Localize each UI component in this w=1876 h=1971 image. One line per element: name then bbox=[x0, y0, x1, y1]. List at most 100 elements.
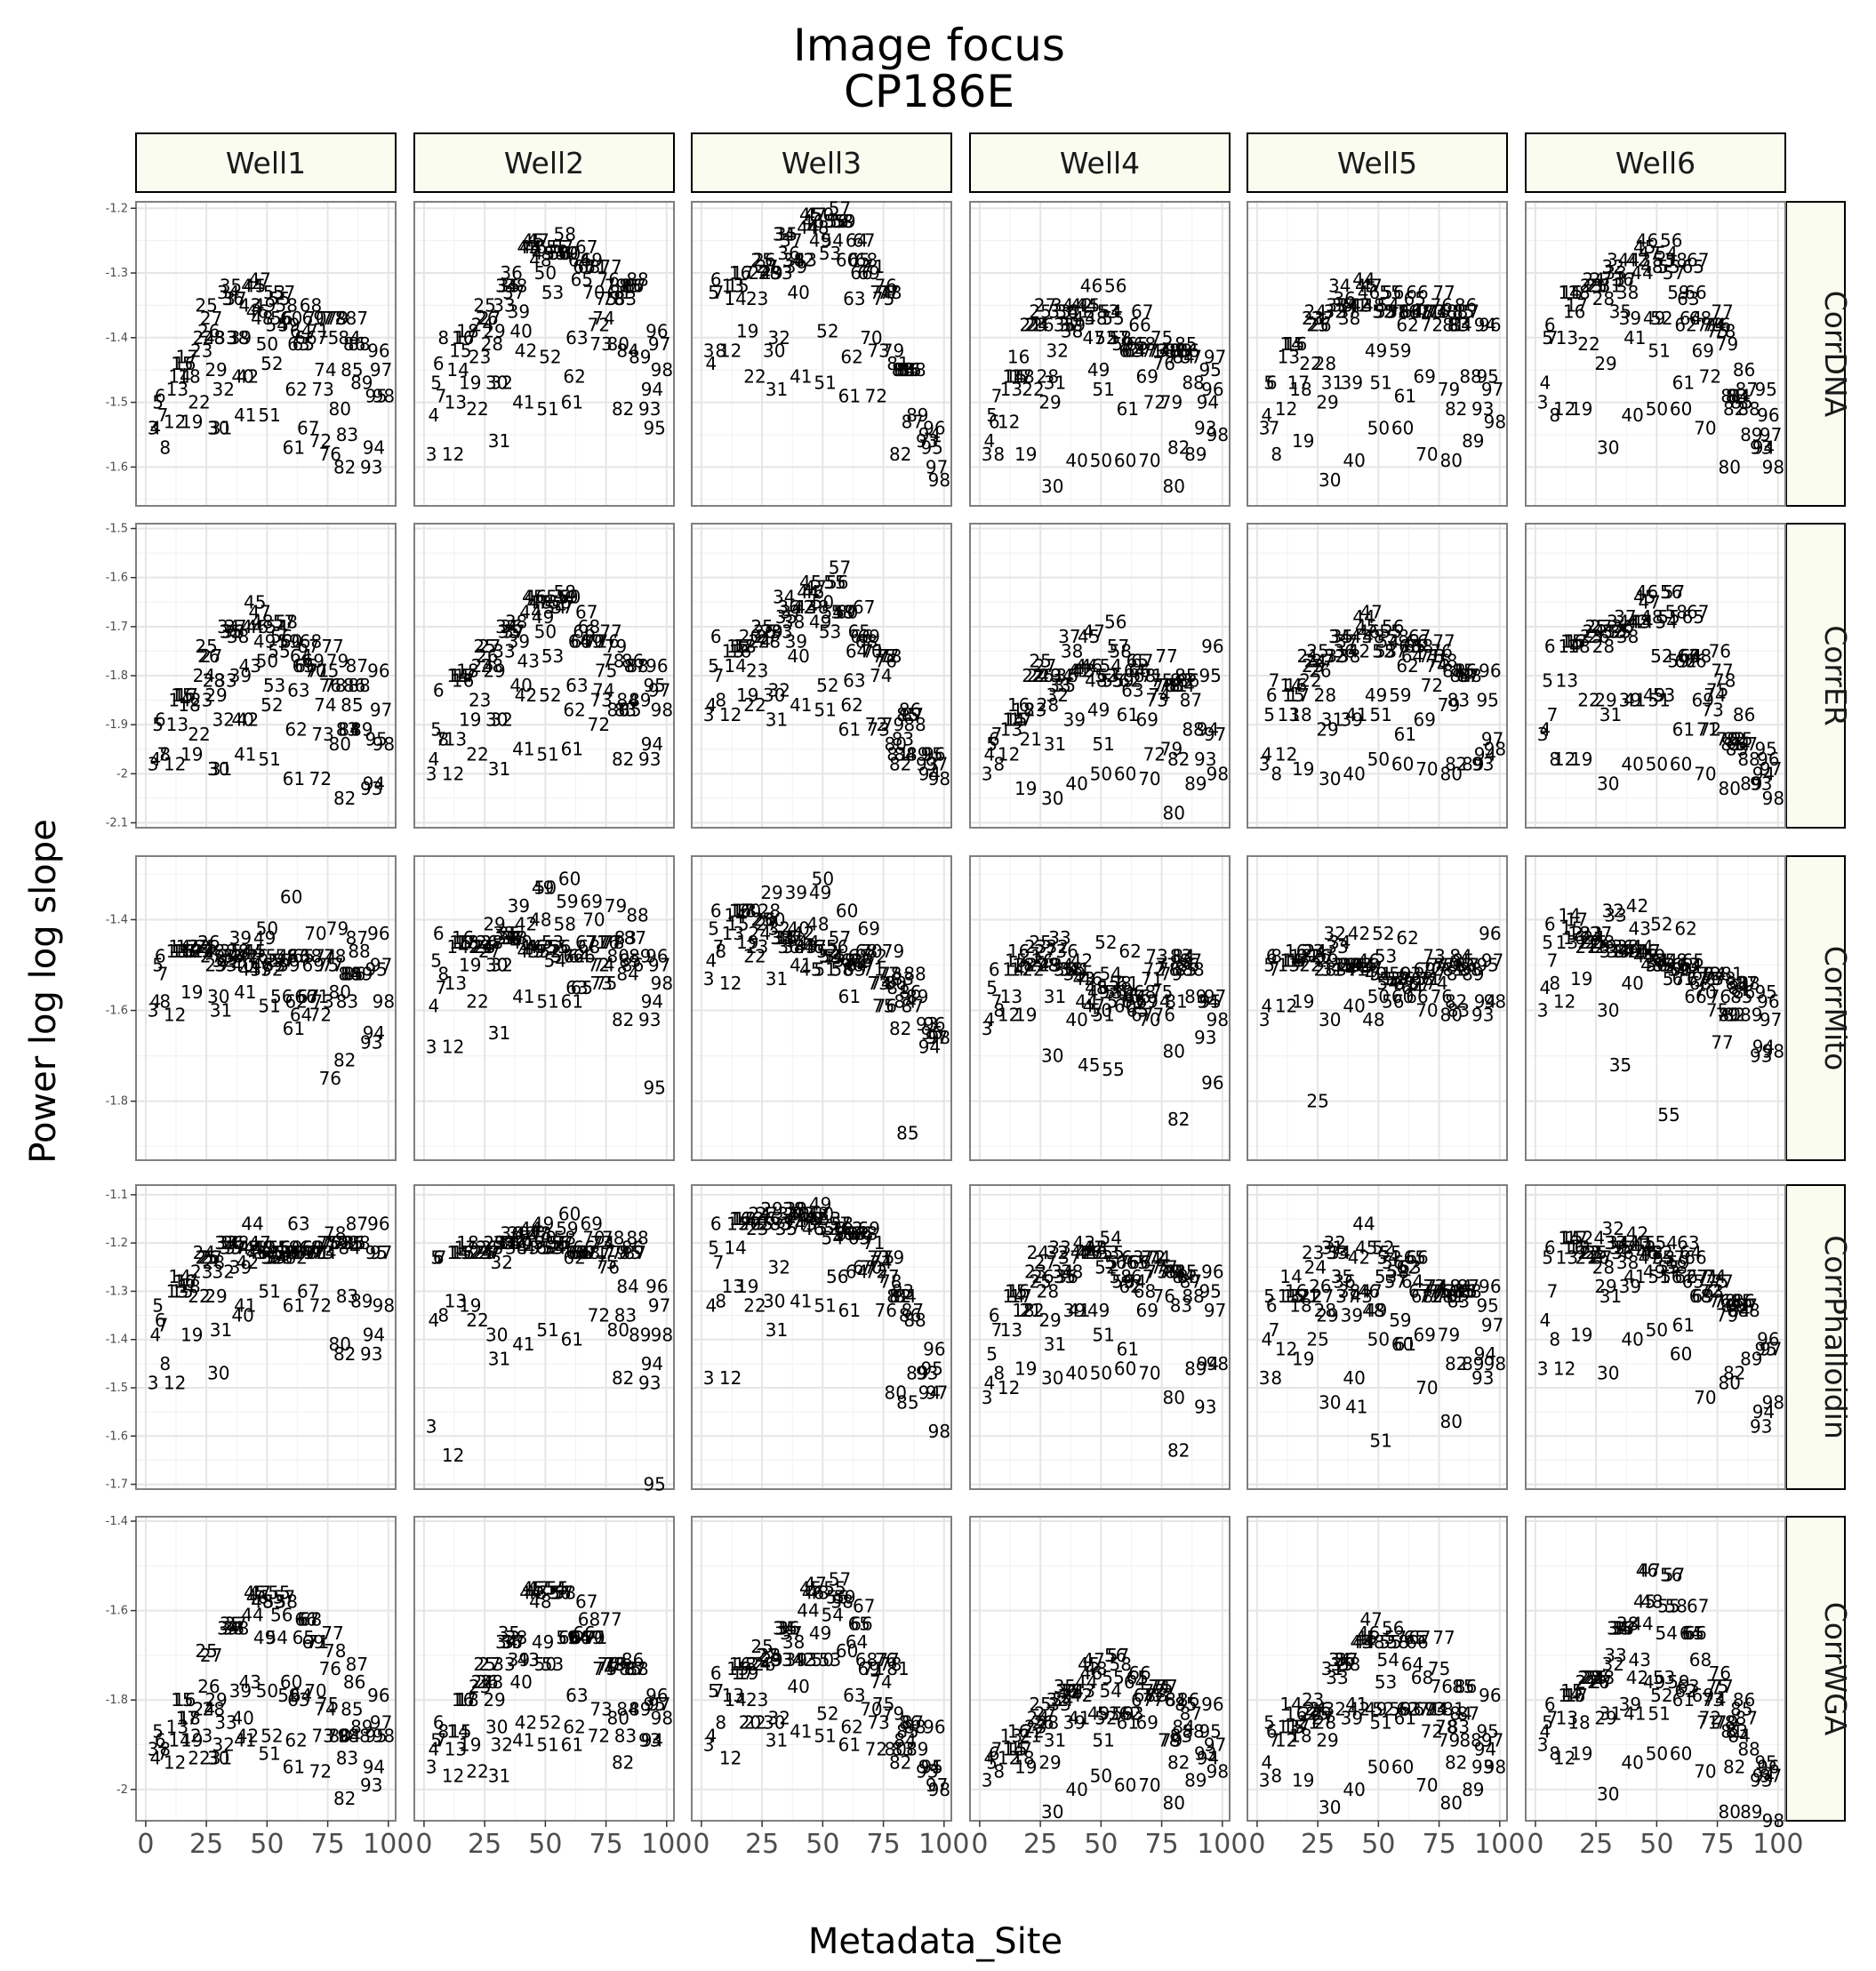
data-point-label: 60 bbox=[1114, 1358, 1136, 1379]
data-point-label: 50 bbox=[1646, 398, 1668, 420]
data-point-label: 43 bbox=[517, 650, 540, 671]
data-point-label: 61 bbox=[838, 719, 861, 741]
data-point-label: 98 bbox=[1207, 763, 1229, 784]
data-point-label: 29 bbox=[483, 321, 505, 342]
data-point-label: 42 bbox=[237, 365, 259, 387]
data-point-label: 22 bbox=[466, 743, 488, 765]
data-point-label: 52 bbox=[1650, 308, 1672, 329]
data-point-label: 50 bbox=[1090, 450, 1112, 471]
data-point-label: 35 bbox=[1609, 1054, 1631, 1076]
data-point-label: 80 bbox=[607, 333, 629, 355]
data-point-label: 77 bbox=[599, 1609, 621, 1630]
data-point-label: 77 bbox=[321, 308, 343, 329]
data-point-label: 16 bbox=[173, 353, 196, 374]
data-point-label: 98 bbox=[1484, 1353, 1506, 1374]
data-point-label: 67 bbox=[1408, 1627, 1431, 1648]
data-point-label: 52 bbox=[816, 1703, 838, 1724]
data-point-label: 51 bbox=[814, 1725, 836, 1746]
panel-background bbox=[970, 1517, 1230, 1821]
panel-border bbox=[413, 1184, 675, 1490]
data-point-label: 39 bbox=[229, 327, 252, 349]
data-point-label: 38 bbox=[1616, 282, 1639, 303]
data-point-label: 33 bbox=[214, 327, 237, 349]
data-point-label: 4 bbox=[1539, 373, 1551, 394]
data-point-label: 94 bbox=[363, 773, 385, 794]
data-point-label: 57 bbox=[1663, 581, 1685, 603]
data-point-label: 89 bbox=[629, 1324, 651, 1345]
data-point-label: 51 bbox=[814, 1295, 836, 1317]
data-point-label: 32 bbox=[491, 955, 513, 976]
data-point-label: 73 bbox=[589, 333, 612, 355]
data-point-label: 5 bbox=[152, 392, 164, 413]
data-point-label: 48 bbox=[251, 308, 273, 329]
data-point-label: 88 bbox=[903, 359, 926, 381]
panel-background bbox=[1526, 1185, 1785, 1489]
data-point-label: 63 bbox=[843, 288, 865, 309]
data-point-label: 19 bbox=[1014, 1005, 1037, 1026]
data-point-label: 36 bbox=[221, 288, 244, 309]
data-point-label: 46 bbox=[246, 301, 269, 323]
col-strip-well5 bbox=[1247, 132, 1508, 193]
panel-corrdna-well4 bbox=[969, 201, 1231, 507]
series-corrdna-well2: 3456781213141516171819222324252627282930… bbox=[426, 223, 673, 464]
data-point-label: 58 bbox=[553, 223, 575, 244]
data-point-label: 95 bbox=[1476, 1295, 1498, 1317]
data-point-label: 98 bbox=[1762, 1810, 1784, 1831]
row-strip-label-corrphalloidin: CorrPhalloidin bbox=[1818, 1235, 1853, 1439]
data-point-label: 79 bbox=[1716, 333, 1738, 355]
x-tick-label: 75 bbox=[866, 1829, 900, 1860]
data-point-label: 93 bbox=[638, 1373, 661, 1394]
data-point-label: 98 bbox=[928, 1421, 950, 1442]
data-point-label: 19 bbox=[180, 1324, 203, 1345]
data-point-label: 72 bbox=[865, 385, 887, 406]
data-point-label: 51 bbox=[814, 373, 836, 394]
data-point-label: 66 bbox=[1684, 1622, 1706, 1644]
panel-corrwga-well2 bbox=[413, 1516, 675, 1822]
data-point-label: 76 bbox=[597, 268, 620, 290]
data-point-label: 50 bbox=[1646, 1743, 1668, 1765]
data-point-label: 77 bbox=[1711, 1271, 1733, 1293]
data-point-label: 30 bbox=[1319, 1797, 1341, 1818]
data-point-label: 28 bbox=[481, 333, 503, 355]
data-point-label: 18 bbox=[1567, 1711, 1590, 1733]
data-point-label: 84 bbox=[616, 1276, 638, 1297]
data-point-label: 53 bbox=[1653, 685, 1675, 706]
data-point-label: 29 bbox=[1316, 392, 1338, 413]
data-point-label: 60 bbox=[1114, 450, 1136, 471]
data-point-label: 67 bbox=[853, 597, 875, 618]
data-point-label: 77 bbox=[1711, 1031, 1733, 1053]
panel-corrmito-well3 bbox=[691, 855, 952, 1161]
data-point-label: 51 bbox=[258, 1280, 280, 1302]
data-point-label: 28 bbox=[203, 327, 225, 349]
data-point-label: 83 bbox=[1447, 690, 1470, 711]
data-point-label: 57 bbox=[829, 557, 851, 579]
data-point-label: 98 bbox=[928, 1779, 950, 1800]
x-tick-label: 50 bbox=[1084, 1829, 1118, 1860]
data-point-label: 87 bbox=[1736, 1707, 1758, 1728]
data-point-label: 82 bbox=[333, 1788, 356, 1809]
data-point-label: 31 bbox=[766, 968, 788, 990]
data-point-label: 49 bbox=[532, 243, 554, 264]
panel-background bbox=[1526, 202, 1785, 506]
data-point-label: 31 bbox=[1044, 986, 1066, 1007]
data-point-label: 19 bbox=[1014, 778, 1037, 799]
data-point-label: 85 bbox=[619, 276, 641, 297]
data-point-label: 38 bbox=[505, 276, 527, 297]
row-strip-label-correr: CorrER bbox=[1818, 625, 1853, 726]
data-point-label: 3 bbox=[1259, 1367, 1271, 1389]
data-point-label: 98 bbox=[1484, 411, 1506, 432]
data-point-label: 60 bbox=[280, 308, 302, 329]
data-point-label: 54 bbox=[266, 314, 288, 335]
panel-corrwga-well3 bbox=[691, 1516, 952, 1822]
panel-border bbox=[969, 523, 1231, 829]
data-point-label: 29 bbox=[1038, 1752, 1061, 1774]
data-point-label: 94 bbox=[641, 733, 663, 755]
data-point-label: 7 bbox=[713, 1252, 725, 1273]
data-point-label: 30 bbox=[1319, 469, 1341, 491]
data-point-label: 89 bbox=[1462, 1779, 1484, 1800]
data-point-label: 40 bbox=[787, 1676, 809, 1697]
data-point-label: 98 bbox=[1762, 788, 1784, 809]
data-point-label: 50 bbox=[812, 869, 834, 890]
data-point-label: 96 bbox=[1479, 660, 1501, 681]
panel-background bbox=[414, 1517, 674, 1821]
